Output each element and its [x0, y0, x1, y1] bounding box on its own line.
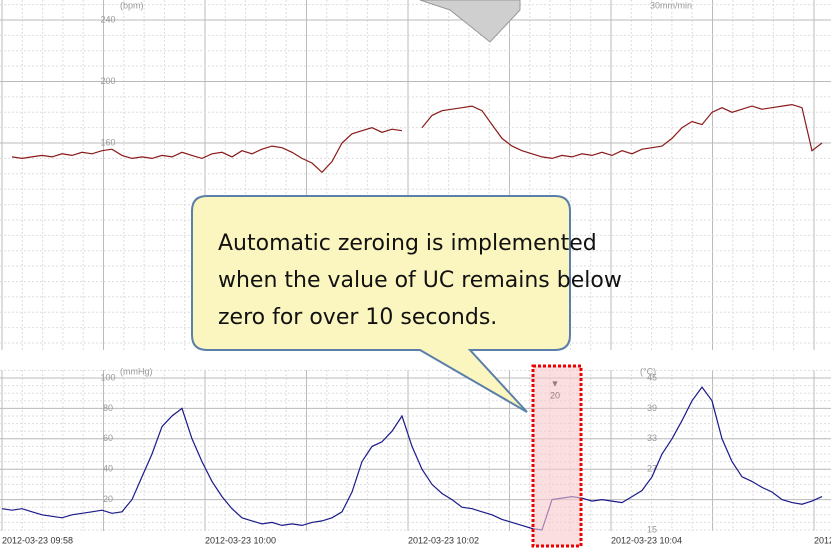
x-tick-label: 2012-03-23 10:04 [611, 535, 682, 545]
speed-label: 30mm/min [650, 0, 692, 10]
y-tick-label: 100 [100, 372, 115, 382]
callout-line: when the value of UC remains below [218, 268, 622, 293]
x-tick-label: 2012-03-23 09:58 [2, 535, 73, 545]
unit-label: (bpm) [120, 0, 144, 10]
y-tick-label: 80 [103, 403, 113, 413]
callout-line: Automatic zeroing is implemented [218, 231, 597, 256]
unit-label: (°C) [640, 366, 656, 376]
y2-tick-label: 45 [647, 372, 657, 382]
y-tick-label: 160 [100, 137, 115, 147]
trace [1, 386, 823, 531]
y2-tick-label: 39 [647, 403, 657, 413]
y-tick-label: 60 [103, 433, 113, 443]
y2-tick-label: 33 [647, 433, 657, 443]
y2-tick-label: 15 [647, 524, 657, 534]
y-tick-label: 40 [103, 464, 113, 474]
unit-label: (mmHg) [120, 366, 153, 376]
highlight-box [531, 364, 583, 548]
y-tick-label: 240 [100, 14, 115, 24]
x-tick-label: 2012-0 [814, 535, 831, 545]
x-tick-label: 2012-03-23 10:00 [205, 535, 276, 545]
pointer-arrow [419, 0, 521, 43]
y-tick-label: 200 [100, 76, 115, 86]
y2-tick-label: 27 [647, 464, 657, 474]
trace [11, 103, 823, 174]
callout-line: zero for over 10 seconds. [218, 305, 497, 330]
x-tick-label: 2012-03-23 10:02 [408, 535, 479, 545]
callout [191, 195, 571, 413]
y-tick-label: 20 [103, 494, 113, 504]
